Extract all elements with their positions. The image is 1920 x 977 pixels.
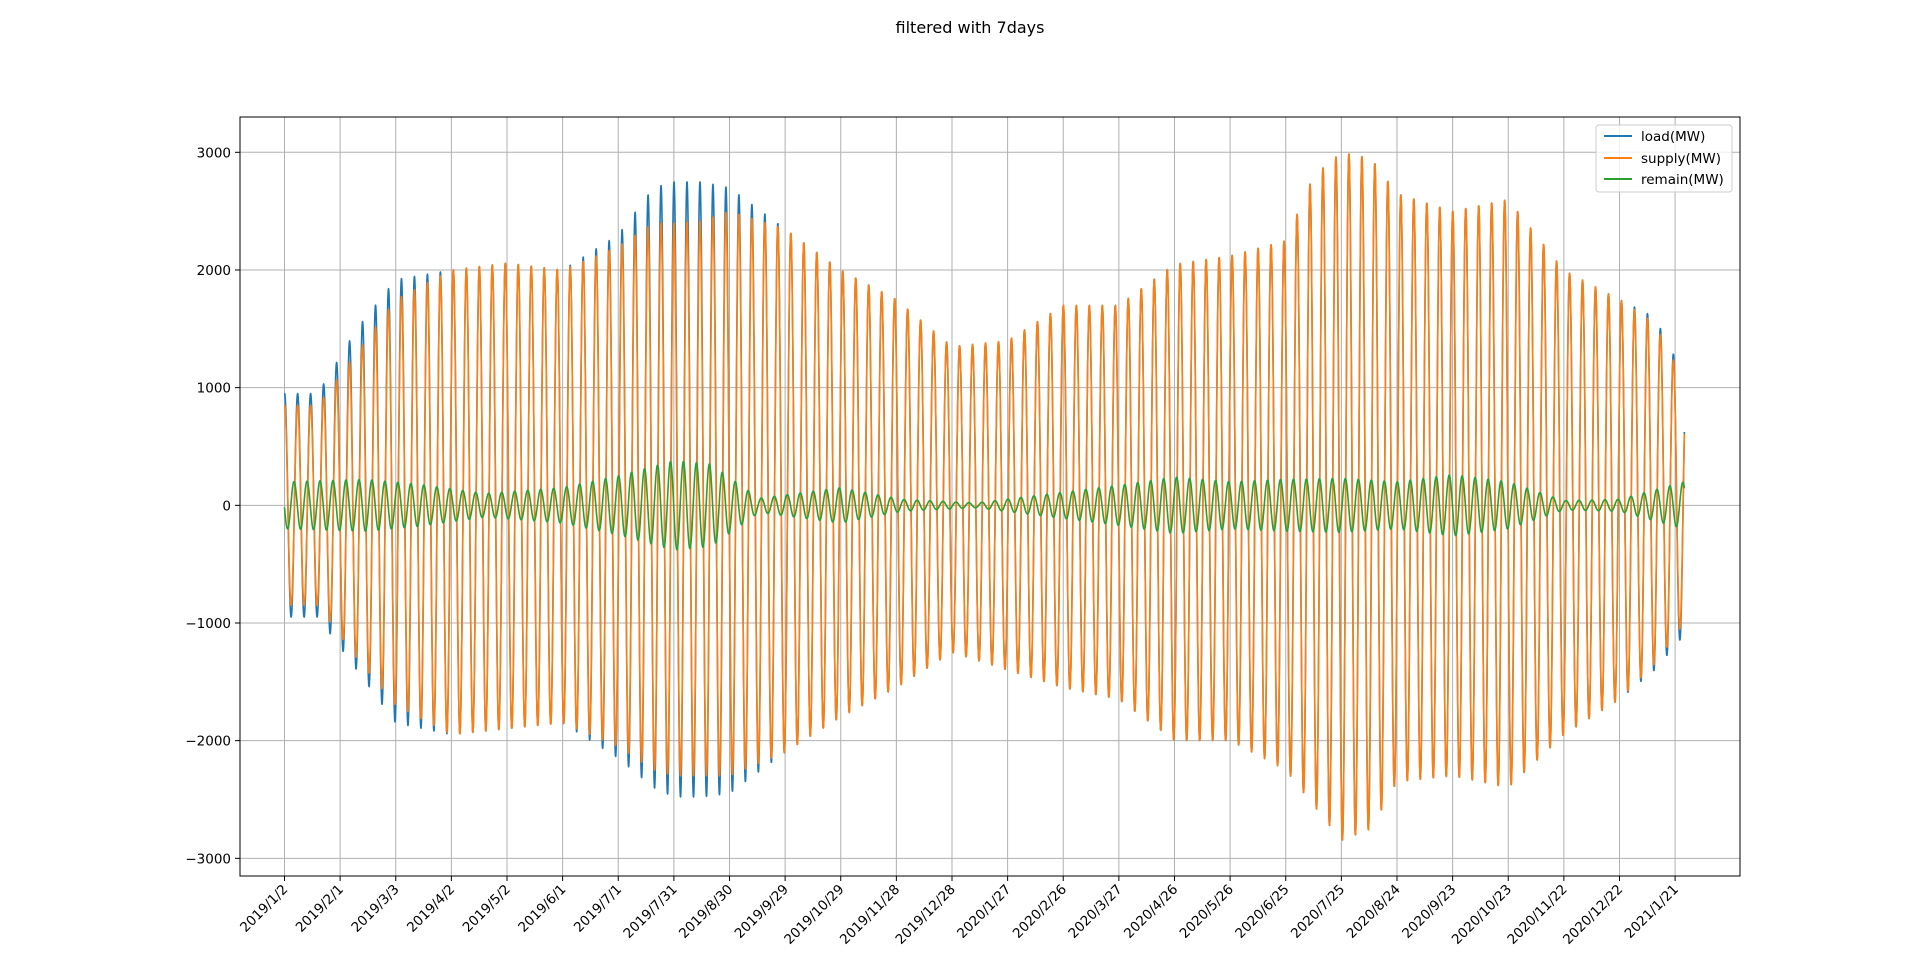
series-group	[283, 153, 1686, 841]
y-tick-label: 3000	[197, 145, 231, 161]
y-tick-label: 1000	[197, 381, 231, 397]
legend: load(MW) supply(MW) remain(MW)	[1595, 124, 1733, 193]
y-tick-label: 0	[222, 498, 231, 514]
y-tick-label: −3000	[185, 851, 231, 867]
chart-title: filtered with 7days	[896, 18, 1045, 37]
legend-label-supply: supply(MW)	[1641, 151, 1721, 167]
series-line-remain	[283, 460, 1686, 551]
y-tick-label: −1000	[185, 616, 231, 632]
legend-label-remain: remain(MW)	[1641, 172, 1724, 188]
y-tick-label: 2000	[197, 263, 231, 279]
legend-label-load: load(MW)	[1641, 129, 1705, 145]
legend-box	[1595, 124, 1733, 193]
series-line-supply	[283, 153, 1686, 841]
plot-frame	[239, 116, 1741, 877]
y-axis: −3000 −2000 −1000 0 1000 2000 3000	[185, 145, 240, 867]
y-tick-label: −2000	[185, 734, 231, 750]
